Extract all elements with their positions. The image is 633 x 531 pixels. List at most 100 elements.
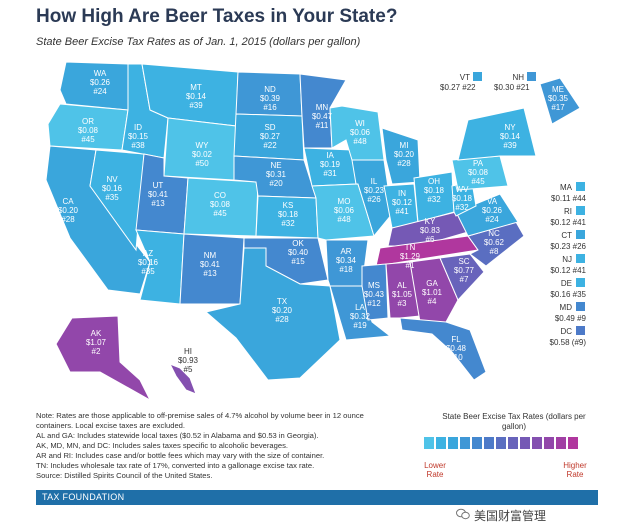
state-label-mt: #39 [189,101,203,110]
state-label-ms: #12 [367,299,381,308]
state-label-wv: #32 [455,203,469,212]
legend-swatch [544,437,554,449]
state-label-mn: #11 [316,121,329,130]
state-label-id: #38 [131,141,145,150]
wechat-icon [456,508,470,520]
state-label-co: #45 [213,209,227,218]
state-label-wv: WV [456,185,470,194]
note-line: AK, MD, MN, and DC: Includes sales taxes… [36,441,288,450]
state-label-il: IL [371,177,378,186]
state-label-nc: #8 [490,247,499,256]
state-label-in: #41 [395,207,409,216]
map-title: How High Are Beer Taxes in Your State? [36,6,398,27]
note-line: TN: Includes wholesale tax rate of 17%, … [36,461,315,470]
state-label-pa: $0.08 [468,168,489,177]
state-label-mi: #28 [397,159,411,168]
side-label-dc: DC [560,327,572,336]
state-il [351,159,393,238]
legend-swatch [568,437,578,449]
state-label-ca: CA [62,197,74,206]
state-label-ne: NE [270,161,281,170]
state-label-ms: $0.43 [364,290,385,299]
state-label-nd: #16 [263,103,277,112]
state-label-ne: $0.31 [266,170,287,179]
legend-swatch [508,437,518,449]
state-label-wy: WY [196,141,210,150]
state-label-wa: #24 [93,87,107,96]
state-label-nv: $0.16 [102,184,123,193]
footer-brand: TAX FOUNDATION [42,492,125,502]
state-label-ar: $0.34 [336,256,357,265]
watermark-text: 美国财富管理 [474,509,547,523]
side-label-ri: RI [564,207,572,216]
state-label-me: ME [552,85,564,94]
state-label-la: LA [355,303,365,312]
state-label-wa: WA [94,69,107,78]
side-label-ma: MA [560,183,573,192]
state-label-ny: #39 [503,141,517,150]
side-swatch-ri [576,206,585,215]
state-label-tx: #28 [275,315,289,324]
side-value-ri: $0.12 #41 [550,218,586,227]
state-label-ga: $1.01 [422,288,443,297]
state-label-sc: $0.77 [454,266,475,275]
state-label-ak: $1.07 [86,338,107,347]
state-label-nd: ND [264,85,276,94]
legend-title: State Beer Excise Tax Rates (dollars per… [442,412,586,431]
state-label-ak: #2 [92,347,101,356]
state-label-tn: TN [405,243,416,252]
state-label-nd: $0.39 [260,94,281,103]
state-label-oh: $0.18 [424,186,445,195]
state-ms [361,263,389,321]
state-label-nv: NV [106,175,118,184]
side-swatch-dc [576,326,585,335]
state-label-mo: MO [338,197,351,206]
state-label-ky: $0.83 [420,226,441,235]
state-va [455,193,519,237]
state-label-nv: #35 [105,193,119,202]
note-line: Source: Distilled Spirits Council of the… [36,471,213,480]
note-line: Note: Rates are those applicable to off-… [36,411,364,430]
state-label-mo: $0.06 [334,206,355,215]
state-label-tx: TX [277,297,288,306]
state-label-wi: WI [355,119,365,128]
map-subtitle: State Beer Excise Tax Rates as of Jan. 1… [36,36,361,48]
state-label-me: #17 [551,103,565,112]
state-label-wi: #48 [353,137,367,146]
state-label-ks: #32 [281,219,295,228]
state-label-or: #45 [81,135,95,144]
legend-swatch [460,437,470,449]
state-ak [55,315,152,402]
state-label-va: $0.26 [482,206,503,215]
state-label-oh: #32 [427,195,441,204]
state-label-al: AL [397,281,407,290]
state-label-nc: NC [488,229,500,238]
state-label-ut: UT [153,181,164,190]
state-label-ca: $0.20 [58,206,79,215]
side-value-nh: $0.30 #21 [494,83,530,92]
side-swatch-ma [576,182,585,191]
state-label-oh: OH [428,177,440,186]
state-al [385,261,421,319]
state-label-ky: #6 [426,235,435,244]
legend-swatch [556,437,566,449]
legend-swatch [532,437,542,449]
state-label-in: IN [398,189,406,198]
legend-low-label: Lower Rate [424,461,446,479]
legend-swatch [520,437,530,449]
footer-bar: TAX FOUNDATION [36,490,598,505]
state-label-la: $0.32 [350,312,371,321]
state-label-ny: $0.14 [500,132,521,141]
state-label-in: $0.12 [392,198,413,207]
state-label-ga: GA [426,279,438,288]
state-tx [204,247,341,381]
state-label-mn: $0.47 [312,112,333,121]
state-mi [381,127,421,185]
state-label-hi: HI [184,347,192,356]
state-label-ar: AR [340,247,351,256]
state-label-ky: KY [425,217,436,226]
side-swatch-de [576,278,585,287]
state-label-il: #26 [367,195,381,204]
state-label-tn: #1 [406,261,415,270]
state-wi [329,105,385,161]
